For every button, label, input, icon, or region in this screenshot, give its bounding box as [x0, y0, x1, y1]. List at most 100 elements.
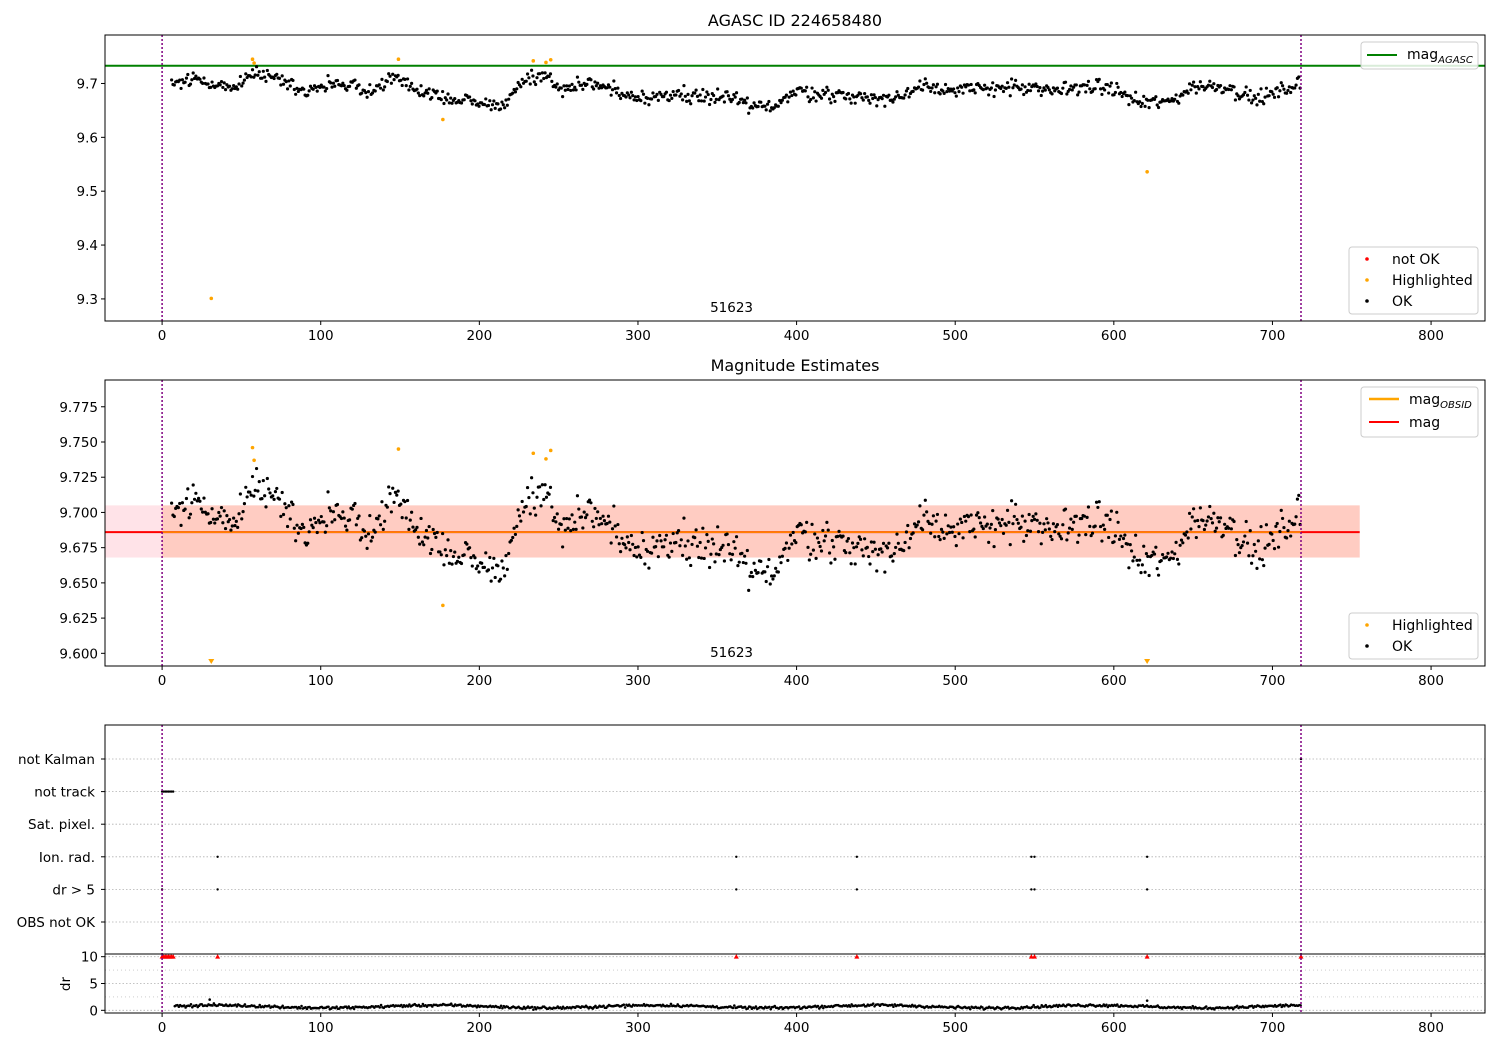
panel2-title: Magnitude Estimates	[711, 356, 880, 375]
ok-point	[198, 499, 202, 503]
ok-point	[396, 73, 400, 77]
ok-point	[484, 97, 488, 101]
ok-point	[1112, 540, 1116, 544]
ok-point	[1272, 547, 1277, 551]
dr-point	[890, 1003, 894, 1007]
ok-point	[172, 514, 176, 519]
ok-point	[1027, 82, 1031, 86]
ok-point	[1094, 500, 1099, 504]
ok-point	[291, 502, 295, 507]
ok-point	[1276, 545, 1281, 549]
ok-point	[1041, 530, 1045, 534]
ok-point	[453, 550, 457, 554]
ok-point	[1134, 533, 1138, 537]
dr-point	[267, 1004, 271, 1007]
ok-point	[333, 84, 337, 88]
ok-point	[664, 90, 669, 94]
ok-point	[245, 495, 249, 499]
ok-point	[857, 535, 861, 539]
ok-point	[655, 539, 659, 543]
ok-point	[658, 533, 662, 538]
ok-point	[650, 551, 654, 555]
ok-point	[295, 523, 299, 527]
ok-point	[423, 91, 427, 95]
ok-point	[1140, 101, 1144, 106]
ok-point	[714, 97, 718, 101]
ok-point	[1026, 88, 1030, 93]
ok-point	[1132, 555, 1136, 559]
ok-point	[624, 95, 628, 99]
panel1-ytick-label: 9.6	[77, 130, 98, 146]
ok-point	[462, 553, 466, 557]
ok-point	[1012, 514, 1016, 519]
ok-point	[674, 93, 678, 97]
panel4-ylabel: dr	[58, 976, 74, 991]
ok-point	[861, 554, 865, 558]
ok-point	[767, 557, 771, 562]
ok-point	[927, 86, 931, 90]
ok-point	[772, 106, 776, 110]
ok-point	[217, 510, 221, 515]
ok-point	[939, 527, 944, 531]
ok-point	[756, 104, 760, 109]
ok-point	[587, 498, 592, 502]
ok-point	[895, 90, 899, 94]
ok-point	[664, 533, 669, 537]
ok-point	[966, 515, 971, 519]
flag-point	[855, 888, 859, 891]
ok-point	[759, 100, 763, 104]
ok-point	[590, 519, 594, 523]
ok-point	[1116, 520, 1120, 524]
ok-point	[752, 101, 756, 105]
dr-point	[298, 1006, 302, 1010]
ok-point	[583, 515, 588, 520]
ok-point	[921, 528, 925, 532]
ok-point	[283, 502, 287, 506]
ok-point	[662, 545, 666, 549]
ok-point	[467, 546, 472, 550]
ok-point	[579, 515, 584, 519]
ok-point	[1043, 528, 1047, 532]
ok-point	[1089, 533, 1093, 538]
ok-point	[706, 539, 710, 544]
ok-point	[562, 517, 566, 521]
ok-point	[571, 527, 576, 531]
ok-point	[441, 531, 445, 536]
ok-point	[206, 512, 210, 516]
legend-marker-dot-highlighted	[1365, 623, 1369, 627]
ok-point	[1223, 522, 1227, 526]
ok-point	[784, 93, 789, 97]
ok-point	[1105, 513, 1109, 517]
ok-point	[809, 552, 813, 556]
ok-point	[728, 97, 732, 101]
ok-point	[786, 558, 790, 563]
ok-point	[743, 554, 747, 558]
ok-point	[916, 520, 921, 524]
ok-point	[1165, 555, 1169, 559]
dr-point	[208, 998, 211, 1001]
ok-point	[538, 485, 542, 489]
ok-point	[1022, 539, 1026, 543]
ok-point	[253, 73, 257, 77]
ok-point	[1139, 104, 1143, 109]
dr-point	[530, 1005, 534, 1009]
ok-point	[1019, 87, 1023, 91]
ok-point	[1119, 534, 1123, 538]
ok-point	[1014, 78, 1018, 82]
ok-point	[779, 101, 783, 105]
ok-point	[515, 87, 519, 91]
ok-point	[377, 514, 381, 518]
ok-point	[632, 553, 636, 558]
dr-point	[602, 1004, 605, 1008]
ok-point	[1082, 514, 1087, 518]
ok-point	[1142, 94, 1146, 99]
ok-point	[1088, 87, 1092, 91]
ok-point	[187, 516, 191, 520]
ok-point	[605, 521, 609, 526]
ok-point	[290, 500, 294, 504]
ok-point	[992, 94, 996, 99]
ok-point	[515, 524, 519, 528]
ok-point	[732, 93, 736, 97]
ok-point	[1286, 529, 1290, 533]
ok-point	[263, 75, 267, 79]
